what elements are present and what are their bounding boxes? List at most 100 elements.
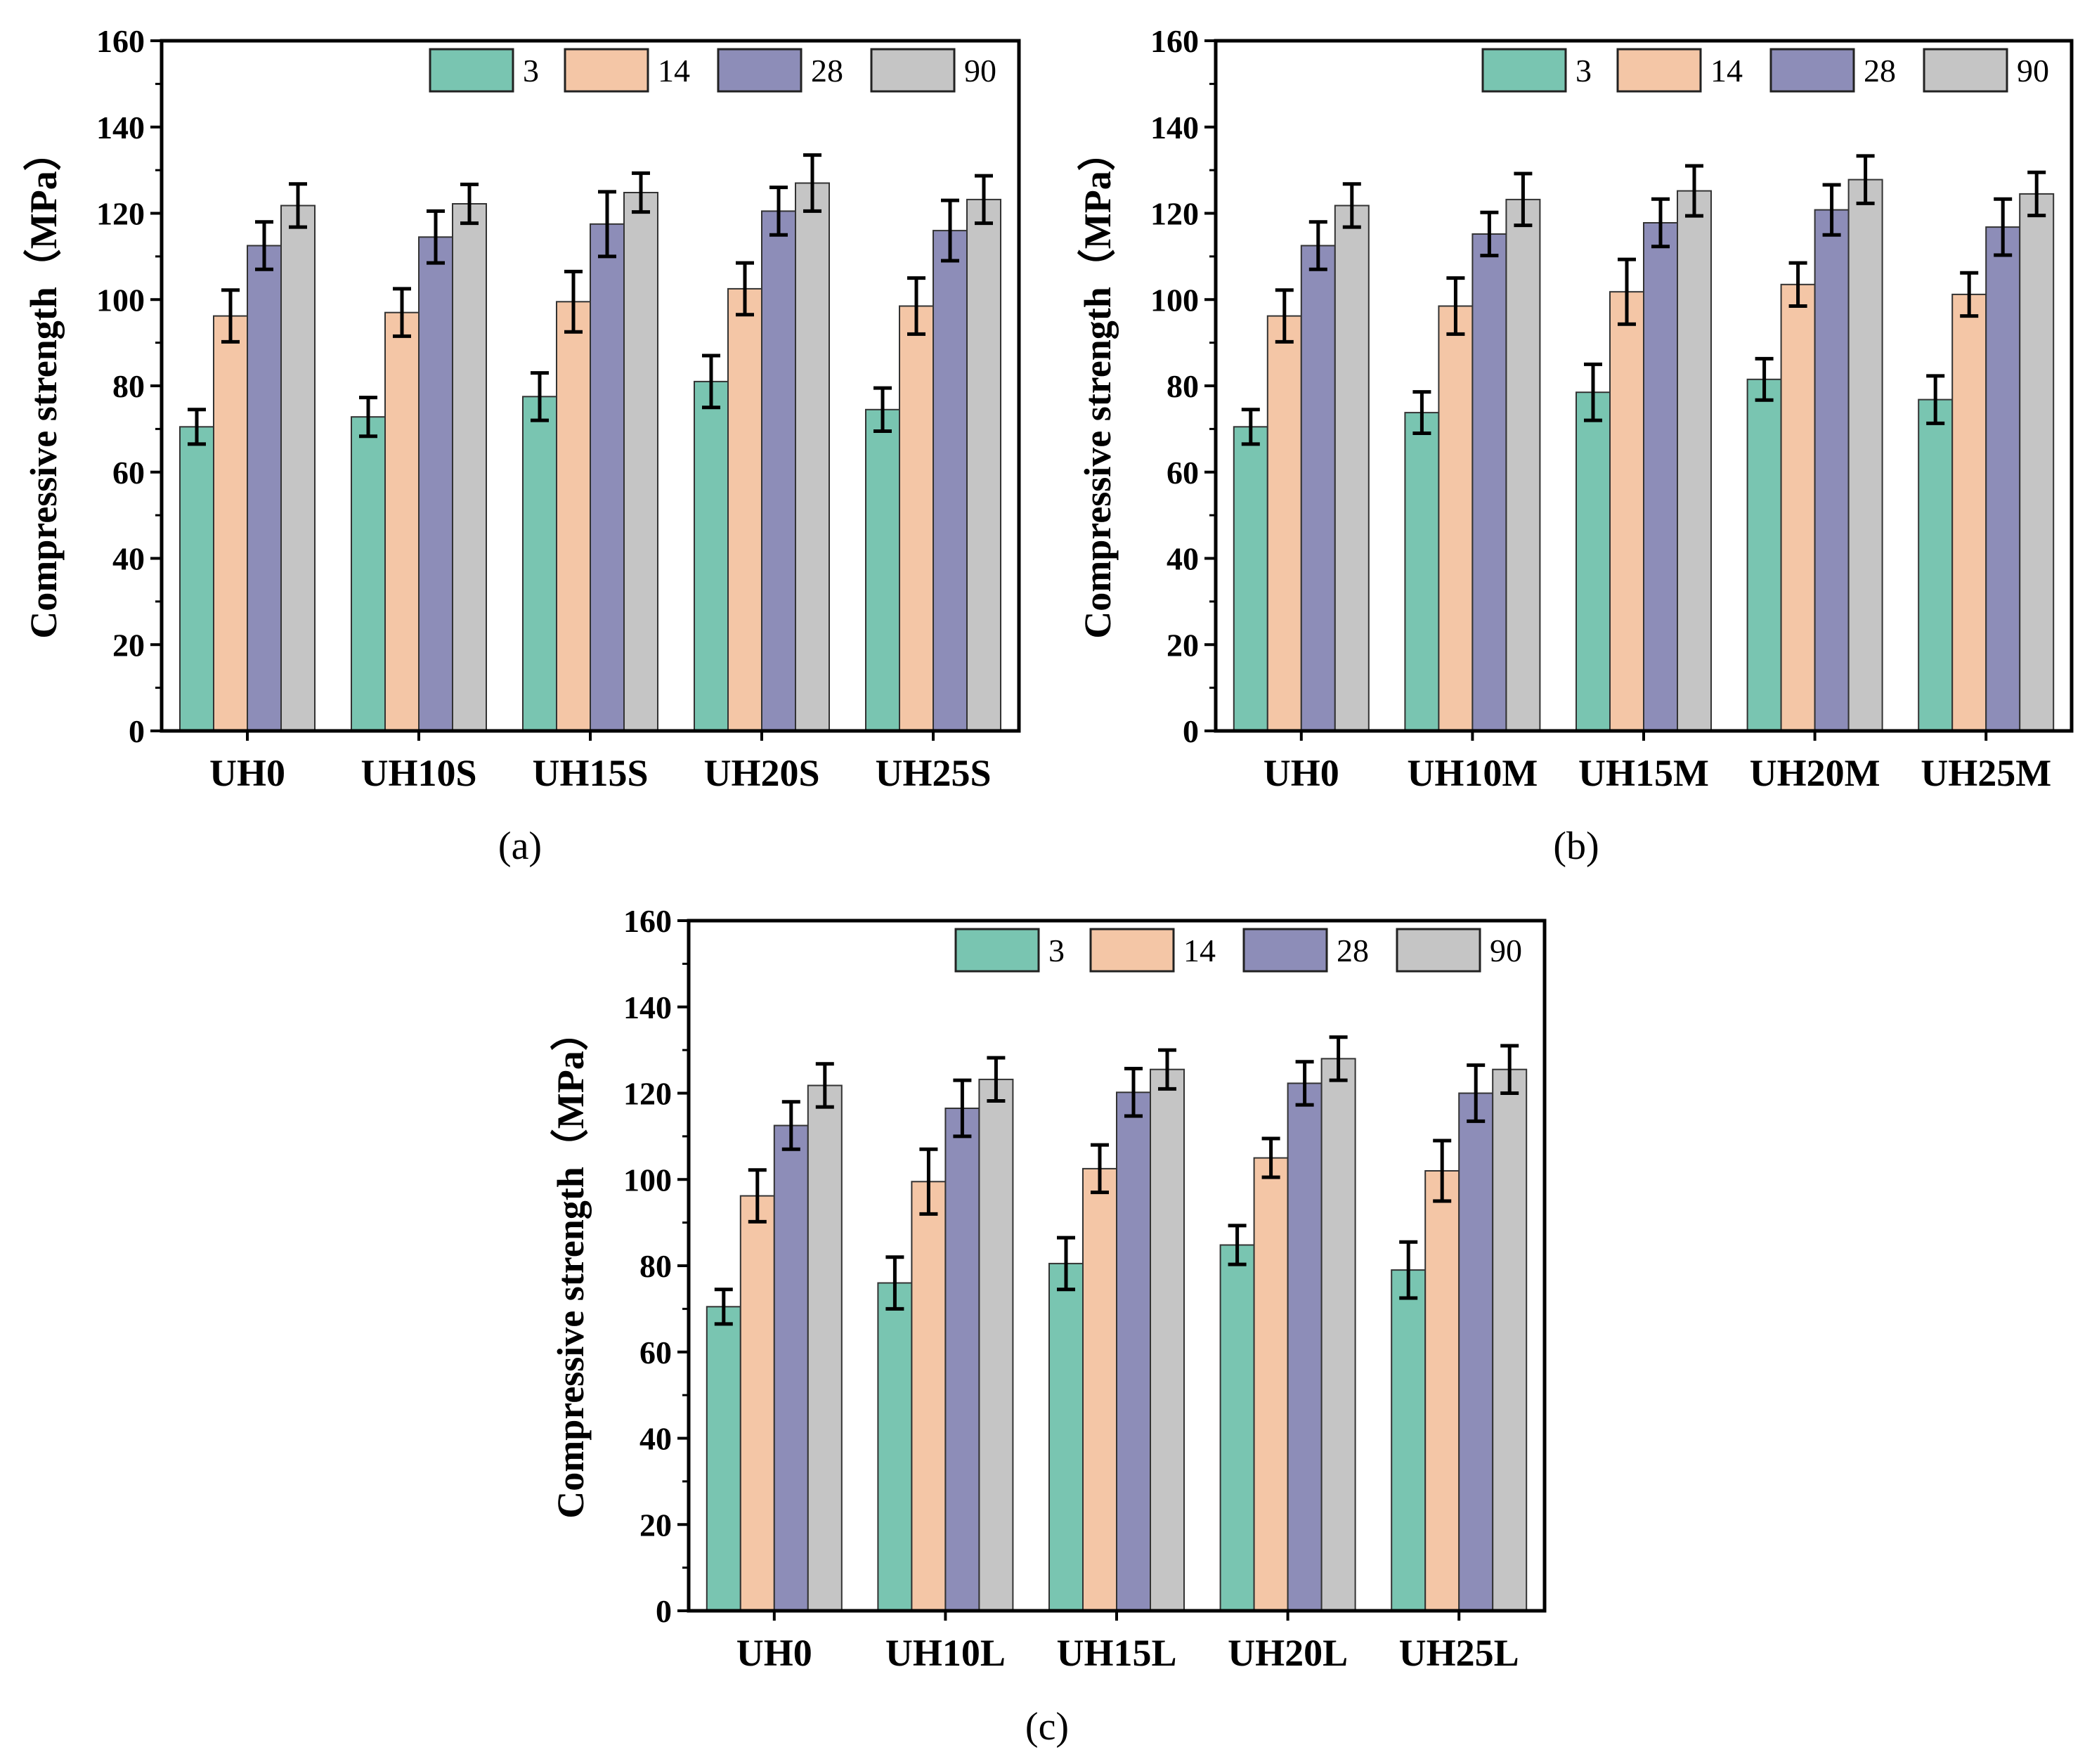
bar-UH15S-14 [556, 301, 591, 732]
panel-caption: (a) [498, 824, 542, 868]
plot-frame [160, 39, 1021, 733]
legend-swatch-3 [954, 928, 1040, 973]
bar-UH0-90 [807, 1084, 843, 1611]
y-tick-label-40: 40 [639, 1421, 672, 1457]
bar-UH20L-14 [1253, 1157, 1289, 1611]
x-tick-label-UH15L: UH15L [1056, 1632, 1176, 1674]
bar-UH15L-3 [1048, 1262, 1084, 1612]
x-tick-label-UH25L: UH25L [1399, 1632, 1519, 1674]
bar-UH15M-28 [1643, 222, 1678, 732]
legend-swatch-28 [1242, 928, 1328, 973]
legend-swatch-14 [1616, 48, 1702, 93]
bar-UH25M-90 [2019, 193, 2055, 732]
bar-UH10M-90 [1505, 198, 1541, 732]
bar-UH10L-14 [911, 1181, 947, 1612]
bar-UH10M-3 [1404, 412, 1440, 732]
y-tick-label-140: 140 [96, 110, 145, 145]
x-tick-label-UH15S: UH15S [532, 752, 648, 794]
bar-UH0-14 [739, 1195, 775, 1611]
x-tick-label-UH0: UH0 [736, 1632, 812, 1674]
bar-UH10L-90 [978, 1078, 1014, 1611]
y-axis-label: Compressive strength（MPa） [1077, 133, 1119, 638]
x-tick-label-UH20L: UH20L [1228, 1632, 1348, 1674]
y-tick-label-100: 100 [623, 1162, 672, 1198]
legend-label-90: 90 [1490, 933, 1522, 968]
legend-label-90: 90 [2017, 53, 2049, 89]
legend-label-14: 14 [1710, 53, 1743, 89]
bar-UH25L-3 [1391, 1269, 1427, 1611]
x-tick-label-UH10S: UH10S [360, 752, 476, 794]
legend-label-14: 14 [658, 53, 690, 89]
plot-frame [1214, 39, 2074, 733]
bar-UH10S-28 [418, 236, 453, 732]
legend-swatch-3 [429, 48, 514, 93]
legend-swatch-28 [1769, 48, 1855, 93]
legend-label-3: 3 [523, 53, 539, 89]
y-tick-label-60: 60 [639, 1335, 672, 1370]
y-tick-label-0: 0 [129, 713, 145, 749]
x-tick-label-UH15M: UH15M [1578, 752, 1709, 794]
x-tick-label-UH20M: UH20M [1750, 752, 1880, 794]
y-tick-label-100: 100 [1150, 282, 1199, 318]
y-tick-label-0: 0 [1183, 713, 1199, 749]
panel-caption: (b) [1553, 824, 1599, 868]
y-tick-label-40: 40 [1167, 541, 1199, 577]
legend-label-90: 90 [964, 53, 996, 89]
y-tick-label-100: 100 [96, 282, 145, 318]
bar-UH25L-28 [1458, 1092, 1494, 1611]
bar-UH20S-28 [761, 210, 796, 732]
bar-UH10M-28 [1471, 233, 1507, 732]
bar-UH10S-14 [384, 311, 420, 732]
legend-label-28: 28 [1337, 933, 1369, 968]
bar-UH15S-28 [590, 223, 625, 732]
y-tick-label-160: 160 [623, 903, 672, 939]
bar-UH25L-90 [1492, 1068, 1528, 1611]
bar-UH15M-14 [1609, 291, 1644, 732]
bar-UH20L-28 [1287, 1082, 1323, 1611]
bar-UH25M-28 [1985, 226, 2021, 732]
bar-UH20L-90 [1320, 1058, 1356, 1611]
bar-UH0-3 [179, 426, 214, 732]
bar-UH25L-14 [1424, 1170, 1460, 1611]
legend-label-3: 3 [1048, 933, 1065, 968]
y-axis-label: Compressive strength（MPa） [22, 133, 65, 638]
y-tick-label-140: 140 [1150, 110, 1199, 145]
legend-label-28: 28 [811, 53, 843, 89]
y-tick-label-60: 60 [112, 455, 145, 491]
bar-UH20S-3 [694, 380, 729, 732]
bar-UH0-28 [773, 1124, 809, 1611]
bar-UH0-14 [213, 315, 248, 732]
y-tick-label-160: 160 [96, 23, 145, 59]
x-tick-label-UH25S: UH25S [875, 752, 991, 794]
bar-UH20M-3 [1746, 378, 1782, 732]
y-tick-label-0: 0 [656, 1593, 672, 1629]
legend-swatch-3 [1481, 48, 1567, 93]
y-tick-label-120: 120 [96, 196, 145, 232]
legend-swatch-90 [870, 48, 956, 93]
bar-UH20S-90 [795, 182, 830, 732]
bar-UH0-90 [280, 205, 316, 732]
panel-caption: (c) [1025, 1705, 1069, 1749]
bar-UH0-90 [1334, 205, 1370, 732]
legend-swatch-90 [1923, 48, 2008, 93]
bar-UH10M-14 [1438, 305, 1474, 732]
bar-UH0-28 [247, 245, 282, 732]
x-tick-label-UH25M: UH25M [1921, 752, 2051, 794]
bar-UH15M-90 [1677, 190, 1712, 732]
legend-swatch-28 [717, 48, 803, 93]
x-tick-label-UH10M: UH10M [1407, 752, 1538, 794]
y-tick-label-80: 80 [639, 1248, 672, 1284]
bar-UH25S-28 [933, 230, 968, 732]
legend-label-14: 14 [1183, 933, 1216, 968]
chart-panel-3: UH0 UH10L UH15L UH20L UH25L 0 20 40 60 80 100 120 14… [550, 903, 1547, 1749]
y-tick-label-120: 120 [1150, 196, 1199, 232]
y-tick-label-20: 20 [1167, 627, 1199, 663]
y-axis-label: Compressive strength（MPa） [550, 1013, 592, 1518]
bar-UH15L-28 [1116, 1091, 1151, 1612]
chart-panel-2: UH0 UH10M UH15M UH20M UH25M 0 20 40 60 80 100 120 14… [1077, 23, 2074, 868]
bar-UH25S-90 [966, 198, 1001, 732]
bar-UH0-28 [1300, 245, 1336, 732]
bar-UH10L-28 [944, 1108, 980, 1611]
bar-UH25M-14 [1951, 293, 1987, 732]
